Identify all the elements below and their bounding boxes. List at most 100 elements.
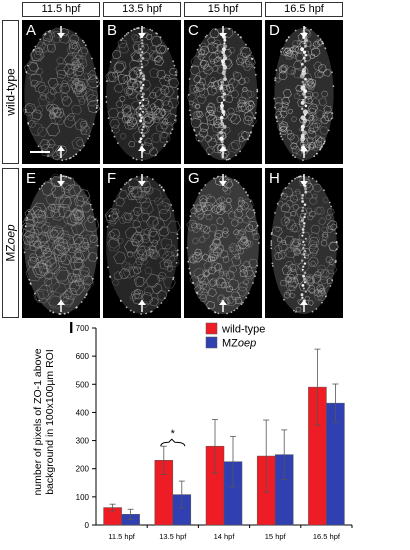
- cell-outline: [160, 95, 171, 106]
- cell-outline: [207, 266, 217, 275]
- cell-outline: [287, 132, 295, 141]
- up-arrow: [300, 146, 308, 158]
- cell-outline: [59, 293, 70, 303]
- cell-outline: [86, 94, 99, 107]
- midline-spot: [302, 122, 306, 126]
- cell-outline: [323, 111, 334, 122]
- cell-outline: [199, 224, 208, 233]
- edge-spot: [120, 188, 122, 191]
- cell-outline: [143, 186, 150, 194]
- edge-spot: [217, 175, 219, 178]
- cell-outline: [48, 31, 56, 38]
- cell-outline: [215, 56, 222, 62]
- panel-label-a: A: [26, 22, 37, 39]
- cell-outline: [72, 54, 84, 66]
- cell-outline: [304, 295, 311, 302]
- cell-outline: [219, 249, 229, 259]
- cell-outline: [321, 90, 328, 98]
- edge-spot: [96, 244, 99, 247]
- midline-spot: [222, 98, 226, 102]
- cell-outline: [148, 111, 157, 120]
- edge-spot: [172, 276, 175, 279]
- cell-outline: [198, 48, 205, 56]
- cell-outline: [328, 258, 336, 266]
- cell-outline: [308, 232, 320, 243]
- micrograph-panel-b: B: [103, 20, 181, 164]
- cell-outline: [228, 246, 234, 252]
- edge-spot: [274, 212, 276, 214]
- edge-spot: [250, 131, 252, 133]
- midline-spot: [304, 104, 308, 108]
- edge-spot: [162, 188, 165, 191]
- midline-spot: [302, 143, 305, 146]
- cell-outline: [71, 273, 81, 283]
- edge-spot: [230, 311, 233, 313]
- cell-outline: [132, 206, 143, 217]
- cell-outline: [209, 242, 218, 251]
- cell-outline: [309, 53, 316, 59]
- cell-outline: [166, 265, 174, 272]
- cell-outline: [195, 81, 206, 93]
- cell-outline: [299, 137, 309, 147]
- edge-spot: [271, 262, 274, 265]
- edge-spot: [234, 179, 236, 181]
- edge-spot: [141, 159, 143, 162]
- cell-outline: [212, 39, 222, 49]
- micrograph-image: [270, 174, 340, 314]
- cell-outline: [34, 46, 44, 56]
- cell-outline: [117, 73, 129, 85]
- cell-outline: [209, 256, 216, 262]
- cell-outline: [292, 276, 299, 282]
- cell-outline: [50, 203, 61, 213]
- edge-spot: [65, 175, 67, 178]
- cell-outline: [128, 266, 140, 278]
- edge-spot: [61, 159, 64, 162]
- edge-spot: [204, 36, 207, 38]
- midline-spot: [141, 42, 144, 45]
- cell-outline: [282, 48, 292, 57]
- cell-outline: [22, 222, 35, 238]
- cell-outline: [276, 236, 283, 243]
- cell-outline: [213, 57, 223, 67]
- edge-spot: [137, 27, 139, 29]
- edge-spot: [276, 202, 279, 205]
- midline-spot: [303, 262, 307, 265]
- edge-spot: [217, 312, 220, 315]
- edge-spot: [271, 265, 274, 267]
- cell-outline: [314, 122, 321, 128]
- cell-outline: [118, 267, 131, 280]
- midline-spot: [304, 290, 307, 293]
- cell-outline: [199, 275, 210, 285]
- edge-spot: [227, 158, 230, 161]
- cell-outline: [325, 256, 333, 264]
- cell-outline: [227, 112, 238, 122]
- edge-spot: [253, 211, 256, 214]
- cell-outline: [196, 111, 204, 119]
- edge-spot: [245, 296, 248, 299]
- edge-spot: [134, 28, 136, 30]
- cell-outline: [128, 209, 140, 221]
- cell-outline: [314, 69, 323, 79]
- cell-outline: [22, 217, 36, 232]
- cell-outline: [53, 111, 67, 125]
- edge-spot: [214, 28, 217, 31]
- cell-outline: [29, 253, 39, 262]
- cell-outline: [192, 111, 201, 120]
- cell-outline: [218, 244, 225, 251]
- cell-outline: [161, 121, 174, 134]
- cell-outline: [139, 197, 152, 209]
- midline-spot: [304, 53, 308, 57]
- cell-outline: [57, 203, 72, 218]
- cell-outline: [204, 109, 216, 121]
- cell-outline: [62, 295, 74, 307]
- cell-outline: [146, 245, 158, 258]
- embryo-body: [106, 176, 178, 314]
- cell-outline: [309, 288, 316, 295]
- edge-spot: [129, 309, 132, 312]
- cell-outline: [84, 89, 99, 103]
- edge-spot: [327, 129, 330, 132]
- cell-outline: [321, 226, 328, 233]
- cell-outline: [199, 294, 208, 303]
- cell-outline: [87, 70, 97, 80]
- cell-outline: [29, 256, 38, 264]
